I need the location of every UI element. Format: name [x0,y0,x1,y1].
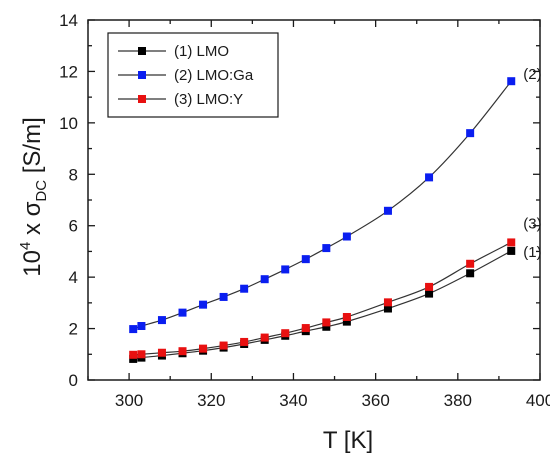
data-point [260,333,269,342]
data-point [425,173,434,182]
data-point [129,350,138,359]
data-point [219,292,228,301]
data-point [383,298,392,307]
x-tick-label: 400 [526,391,550,410]
data-point [507,238,516,247]
y-axis-title: 104 x σDC [S/m] [17,117,50,277]
data-point [301,255,310,264]
series-line [133,250,512,360]
data-point [129,325,138,334]
y-tick-label: 2 [69,320,78,339]
data-point [342,232,351,241]
y-tick-label: 4 [69,268,78,287]
data-point [425,282,434,291]
data-point [342,317,351,326]
data-point [466,269,475,278]
data-point [219,341,228,350]
data-point [281,265,290,274]
data-point [240,337,249,346]
data-point [281,329,290,338]
y-tick-label: 14 [59,11,78,30]
legend-label: (1) LMO [174,43,229,60]
data-point [425,289,434,298]
y-axis-title-prefix: 10 [19,250,46,277]
data-point [322,322,331,331]
x-tick-label: 360 [361,391,389,410]
data-point [157,348,166,357]
data-point [301,324,310,333]
data-point [129,354,138,363]
y-axis-title-subscript: DC [33,180,50,202]
data-point [507,77,516,86]
y-tick-label: 0 [69,371,78,390]
y-tick-label: 12 [59,62,78,81]
data-point [137,322,146,330]
axis-labels: T [K] 104 x σDC [S/m] [17,117,373,454]
legend-marker [138,95,146,103]
x-tick-label: 320 [197,391,225,410]
data-point [383,304,392,313]
data-point [137,350,146,359]
series-line [132,80,512,330]
data-point [322,244,331,253]
axes: 300 320 340 360 380 400 0 2 4 6 8 10 12 14 [59,11,550,410]
data-point [199,344,208,353]
legend-marker [138,71,146,79]
data-point [178,347,187,356]
data-point [322,318,331,327]
legend: (1) LMO (2) LMO:Ga (3) LMO:Y [107,32,279,118]
x-tick-label: 300 [115,391,143,410]
data-point [383,206,392,215]
y-axis-title-exponent: 4 [17,242,34,250]
data-point [157,316,166,325]
y-tick-label: 8 [69,165,78,184]
data-point [342,313,351,321]
y-axis-title-suffix: [S/m] [19,117,46,180]
y-tick-label: 10 [59,114,78,133]
legend-marker [138,47,146,55]
data-point [260,275,269,284]
plot-area: (1) (2) (3) [129,66,542,363]
data-point [178,308,187,317]
series-end-label: (2) [523,66,541,83]
x-tick-label: 380 [444,391,472,410]
x-tick-label: 340 [279,391,307,410]
series-line [133,241,512,356]
legend-label: (2) LMO:Ga [174,67,254,84]
series-end-label: (1) [523,244,541,261]
series-end-label: (3) [523,215,541,232]
data-point [240,284,249,293]
data-point [466,259,475,268]
data-point [507,246,516,255]
data-point [466,129,475,138]
legend-label: (3) LMO:Y [174,91,243,108]
x-axis-title: T [K] [323,427,373,454]
data-point [199,300,208,309]
y-axis-title-middle: x σ [19,201,46,241]
y-tick-label: 6 [69,217,78,236]
